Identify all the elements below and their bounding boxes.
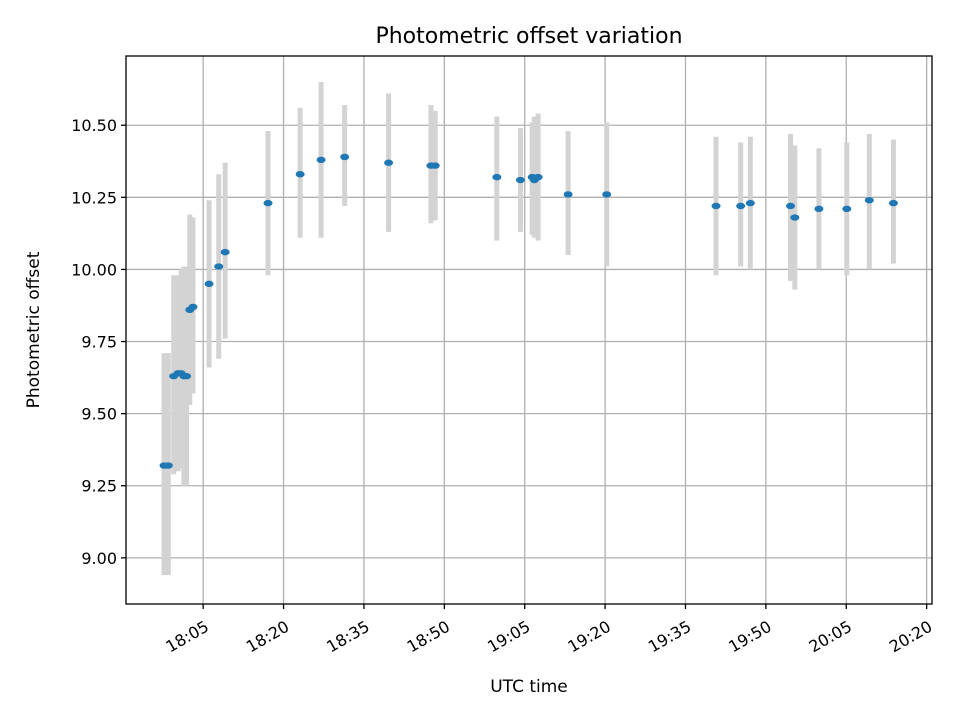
data-point: [736, 202, 746, 210]
data-point: [790, 214, 800, 221]
data-point: [182, 372, 192, 380]
data-point: [430, 162, 440, 169]
data-point: [864, 197, 874, 204]
data-point: [533, 173, 543, 181]
data-point: [786, 202, 796, 210]
y-tick-label: 9.25: [81, 477, 117, 496]
data-point: [563, 191, 573, 198]
data-point: [492, 173, 502, 181]
y-tick-label: 9.00: [81, 549, 117, 568]
data-point: [602, 191, 612, 198]
y-tick-label: 10.25: [71, 188, 117, 207]
data-point: [515, 176, 525, 184]
data-point: [295, 171, 305, 178]
data-points: [159, 153, 898, 469]
data-point: [204, 280, 214, 288]
data-point: [316, 156, 326, 164]
data-point: [188, 303, 198, 311]
data-point: [842, 205, 852, 213]
y-axis-ticks: 9.00 9.25 9.50 9.75 10.00 10.25 10.50: [71, 116, 126, 568]
data-point: [220, 248, 230, 256]
y-tick-label: 10.50: [71, 116, 117, 135]
data-point: [263, 199, 273, 207]
y-axis-label: Photometric offset: [24, 251, 44, 408]
y-tick-label: 9.75: [81, 333, 117, 352]
x-axis-label: UTC time: [490, 677, 568, 697]
data-point: [340, 153, 350, 161]
data-point: [214, 263, 224, 270]
y-tick-label: 10.00: [71, 260, 117, 279]
data-point: [745, 199, 755, 207]
data-point: [384, 159, 394, 166]
data-point: [888, 199, 898, 207]
data-point: [163, 462, 173, 469]
y-tick-label: 9.50: [81, 405, 117, 424]
data-point: [814, 205, 824, 213]
data-point: [711, 202, 721, 210]
chart-title: Photometric offset variation: [375, 24, 682, 49]
plot-frame: [125, 55, 933, 605]
